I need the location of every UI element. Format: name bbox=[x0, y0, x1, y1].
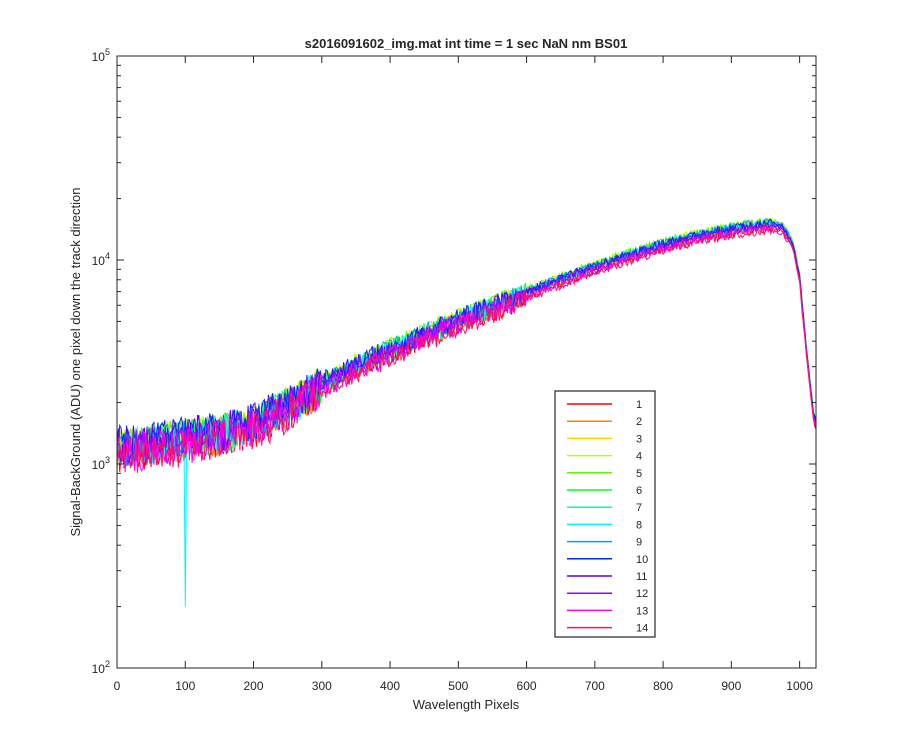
y-tick-base: 10 bbox=[92, 254, 106, 268]
y-tick-label: 103 bbox=[92, 455, 110, 472]
y-tick-base: 10 bbox=[92, 50, 106, 64]
legend-label-13: 13 bbox=[636, 605, 648, 617]
x-tick-label: 800 bbox=[653, 679, 673, 693]
y-tick-label: 102 bbox=[92, 659, 110, 676]
series-line-13 bbox=[116, 225, 817, 474]
x-tick-label: 100 bbox=[175, 679, 195, 693]
x-tick-label: 700 bbox=[585, 679, 605, 693]
y-axis-label: Signal-BackGround (ADU) one pixel down t… bbox=[68, 187, 83, 536]
y-tick-exponent: 2 bbox=[105, 659, 110, 669]
x-axis-label: Wavelength Pixels bbox=[413, 697, 520, 712]
legend-label-14: 14 bbox=[636, 623, 648, 635]
chart-title: s2016091602_img.mat int time = 1 sec NaN… bbox=[305, 36, 628, 51]
legend-label-4: 4 bbox=[636, 451, 642, 463]
series-line-10 bbox=[116, 218, 817, 464]
x-axis: 0 100 200 300 400 500 600 700 800 900 1000 bbox=[114, 56, 813, 693]
legend-label-9: 9 bbox=[636, 537, 642, 549]
y-tick-label: 104 bbox=[92, 251, 110, 268]
x-tick-label: 1000 bbox=[786, 679, 813, 693]
y-tick-exponent: 5 bbox=[105, 47, 110, 57]
legend-label-8: 8 bbox=[636, 519, 642, 531]
plot-background bbox=[117, 56, 816, 668]
legend-label-1: 1 bbox=[636, 399, 642, 411]
legend-label-11: 11 bbox=[636, 571, 647, 583]
legend-label-6: 6 bbox=[636, 485, 642, 497]
y-tick-exponent: 3 bbox=[105, 455, 110, 465]
y-tick-label: 105 bbox=[92, 47, 110, 64]
x-tick-label: 0 bbox=[114, 679, 121, 693]
legend-box bbox=[554, 390, 656, 638]
x-tick-label: 300 bbox=[312, 679, 332, 693]
legend-label-2: 2 bbox=[636, 416, 642, 428]
legend-label-7: 7 bbox=[636, 502, 642, 514]
legend-label-12: 12 bbox=[636, 588, 648, 600]
legend-label-3: 3 bbox=[636, 433, 642, 445]
y-tick-base: 10 bbox=[92, 458, 106, 472]
x-tick-label: 400 bbox=[380, 679, 400, 693]
legend-label-10: 10 bbox=[636, 554, 648, 566]
axes-box bbox=[116, 55, 817, 669]
y-tick-exponent: 4 bbox=[105, 251, 110, 261]
series-line-14 bbox=[116, 225, 817, 468]
y-tick-base: 10 bbox=[92, 662, 106, 676]
series-layer bbox=[116, 217, 817, 607]
x-tick-label: 600 bbox=[517, 679, 537, 693]
legend-label-5: 5 bbox=[636, 468, 642, 480]
x-tick-label: 500 bbox=[448, 679, 468, 693]
x-tick-label: 900 bbox=[721, 679, 741, 693]
x-tick-label: 200 bbox=[244, 679, 264, 693]
